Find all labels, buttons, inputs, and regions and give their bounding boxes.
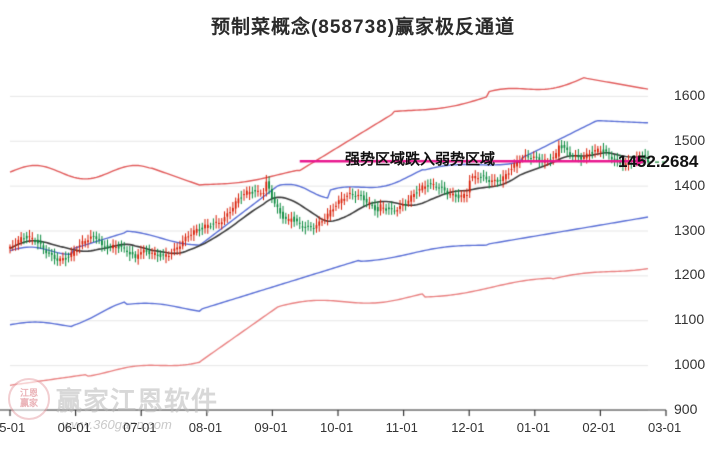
chart-canvas: [0, 0, 726, 450]
chart-window: 预制菜概念(858738)赢家极反通道 强势区域跌入弱势区域 1452.2684…: [0, 0, 726, 450]
